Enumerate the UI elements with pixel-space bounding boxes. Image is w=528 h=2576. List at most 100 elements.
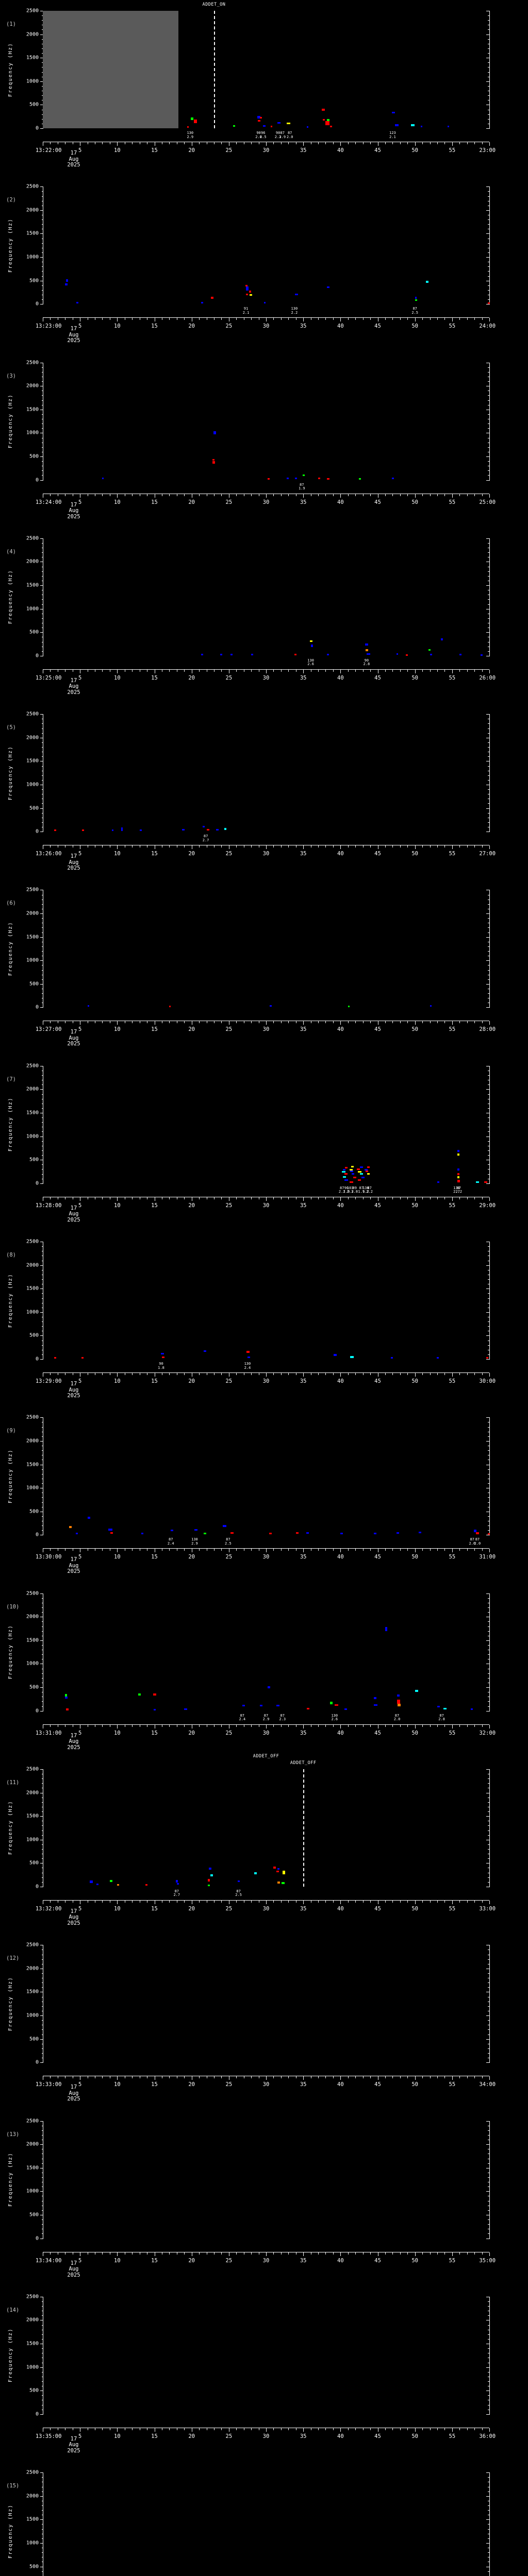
y-tick-label: 1000 bbox=[26, 2364, 39, 2370]
x-tick-minor bbox=[370, 142, 371, 144]
detection-point bbox=[273, 1867, 276, 1869]
x-tick-minor bbox=[422, 1900, 423, 1903]
x-tick-minor bbox=[251, 1373, 252, 1376]
right-axis-tick bbox=[486, 257, 490, 258]
y-tick-label: 2000 bbox=[26, 1614, 39, 1620]
detection-point bbox=[176, 1879, 178, 1883]
right-axis-bracket bbox=[486, 1065, 490, 1184]
y-tick-minor bbox=[41, 1117, 43, 1118]
x-tick-minor bbox=[444, 2252, 446, 2255]
date-line: 2025 bbox=[67, 2272, 80, 2278]
y-tick-minor bbox=[41, 428, 43, 429]
right-axis-tick-minor bbox=[488, 2177, 490, 2178]
date-line: 17 bbox=[70, 2084, 77, 2091]
y-tick-minor bbox=[41, 789, 43, 790]
right-axis-tick bbox=[486, 585, 490, 586]
right-axis-tick-minor bbox=[488, 1502, 490, 1503]
right-axis-tick-minor bbox=[488, 1654, 490, 1655]
y-tick-minor bbox=[41, 812, 43, 814]
y-tick-major bbox=[40, 960, 43, 961]
x-tick-minor bbox=[400, 1373, 401, 1376]
x-tick-minor bbox=[333, 1900, 334, 1903]
date-line: Aug bbox=[69, 1914, 79, 1921]
y-tick-label: 2500 bbox=[26, 1414, 39, 1420]
x-tick-major bbox=[303, 1724, 304, 1728]
x-tick-minor bbox=[385, 1900, 386, 1903]
spectrogram-panel: (9) Frequency (Hz) 0 500 1000 1500 2000 2500 87 2… bbox=[0, 1406, 528, 1582]
x-tick-minor bbox=[407, 1197, 408, 1199]
x-tick-minor bbox=[437, 1724, 438, 1727]
x-tick-minor bbox=[482, 318, 483, 320]
detection-point bbox=[75, 1533, 78, 1535]
x-tick-minor bbox=[288, 669, 289, 672]
right-axis-tick-minor bbox=[488, 979, 490, 980]
right-axis-bracket bbox=[486, 1593, 490, 1711]
x-tick-major bbox=[303, 2428, 304, 2432]
detection-point bbox=[65, 1708, 69, 1710]
x-tick-minor bbox=[251, 2428, 252, 2430]
right-axis-tick-minor bbox=[488, 2048, 490, 2049]
right-axis-tick bbox=[486, 210, 490, 211]
x-tick-minor bbox=[407, 494, 408, 496]
y-tick-major bbox=[40, 2121, 43, 2122]
right-axis-bracket bbox=[486, 2472, 490, 2576]
detection-point bbox=[350, 1171, 354, 1173]
right-axis-tick-minor bbox=[488, 367, 490, 368]
detection-point bbox=[396, 1532, 399, 1534]
detection-point bbox=[391, 1357, 393, 1359]
event-annotation: 90 2.3 bbox=[274, 131, 282, 139]
addet-marker-line bbox=[213, 11, 215, 128]
x-tick-major bbox=[117, 2428, 118, 2432]
x-tick-major bbox=[489, 2428, 490, 2432]
y-tick-major bbox=[40, 1265, 43, 1266]
x-tick-minor bbox=[355, 142, 356, 144]
y-tick-minor bbox=[41, 766, 43, 767]
right-axis-tick-minor bbox=[488, 2348, 490, 2349]
right-axis-tick-minor bbox=[488, 951, 490, 952]
detection-point bbox=[476, 1181, 480, 1183]
x-tick-minor bbox=[273, 1021, 274, 1024]
x-tick-label: 45 bbox=[374, 674, 381, 681]
y-tick-minor bbox=[41, 2505, 43, 2506]
detection-point bbox=[457, 1149, 459, 1152]
detection-point bbox=[112, 829, 114, 831]
x-tick-label: 5 bbox=[78, 1554, 82, 1561]
x-tick-minor bbox=[102, 1197, 103, 1199]
event-annotation: 87 2.1 bbox=[338, 1185, 345, 1194]
x-tick-minor bbox=[444, 669, 446, 672]
x-tick-minor bbox=[184, 2076, 185, 2079]
y-tick-minor bbox=[41, 2048, 43, 2049]
x-tick-minor bbox=[273, 318, 274, 320]
right-axis-bracket bbox=[486, 11, 490, 129]
x-tick-major bbox=[340, 1900, 341, 1904]
y-tick-minor bbox=[41, 1075, 43, 1076]
x-tick-minor bbox=[221, 669, 222, 672]
plot-area bbox=[43, 1066, 489, 1183]
detection-point bbox=[141, 1532, 143, 1534]
x-tick-minor bbox=[221, 1197, 222, 1199]
x-tick-minor bbox=[221, 1724, 222, 1727]
y-tick-minor bbox=[41, 1483, 43, 1484]
y-tick-minor bbox=[41, 271, 43, 272]
y-tick-label: 2500 bbox=[26, 711, 39, 717]
y-tick-minor bbox=[41, 2224, 43, 2225]
detection-point bbox=[81, 1357, 84, 1359]
y-tick-label: 500 bbox=[29, 1684, 39, 1690]
x-tick-major bbox=[489, 1197, 490, 1201]
x-tick-minor bbox=[482, 2428, 483, 2430]
x-tick-label: 45 bbox=[374, 1378, 381, 1385]
date-line: 2025 bbox=[67, 1393, 80, 1399]
x-tick-label: 20 bbox=[188, 674, 195, 681]
x-tick-minor bbox=[236, 2252, 237, 2255]
x-tick-minor bbox=[325, 2076, 326, 2079]
x-tick-minor bbox=[50, 1197, 51, 1199]
x-tick-minor bbox=[50, 2428, 51, 2430]
event-annotation: 130 2.6 bbox=[307, 658, 314, 667]
detection-point bbox=[230, 1532, 234, 1534]
y-tick-minor bbox=[41, 1825, 43, 1826]
x-tick-minor bbox=[333, 142, 334, 144]
x-tick-minor bbox=[184, 1197, 185, 1199]
y-tick-minor bbox=[41, 1849, 43, 1850]
